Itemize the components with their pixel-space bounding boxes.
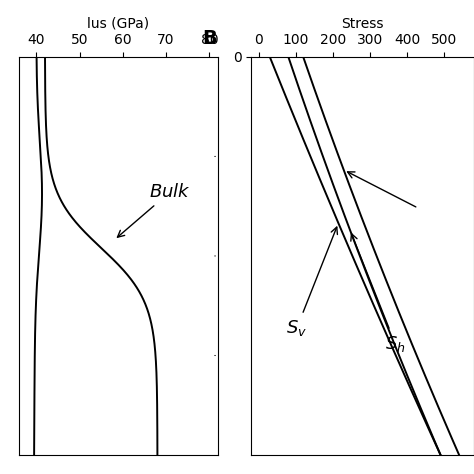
Text: $\mathit{Bulk}$: $\mathit{Bulk}$ — [118, 183, 191, 237]
X-axis label: lus (GPa): lus (GPa) — [87, 17, 150, 31]
Text: B: B — [202, 29, 217, 48]
Text: $\mathit{S}_v$: $\mathit{S}_v$ — [286, 227, 337, 337]
Text: $\mathit{S}_h$: $\mathit{S}_h$ — [351, 234, 405, 354]
X-axis label: Stress: Stress — [341, 17, 384, 31]
